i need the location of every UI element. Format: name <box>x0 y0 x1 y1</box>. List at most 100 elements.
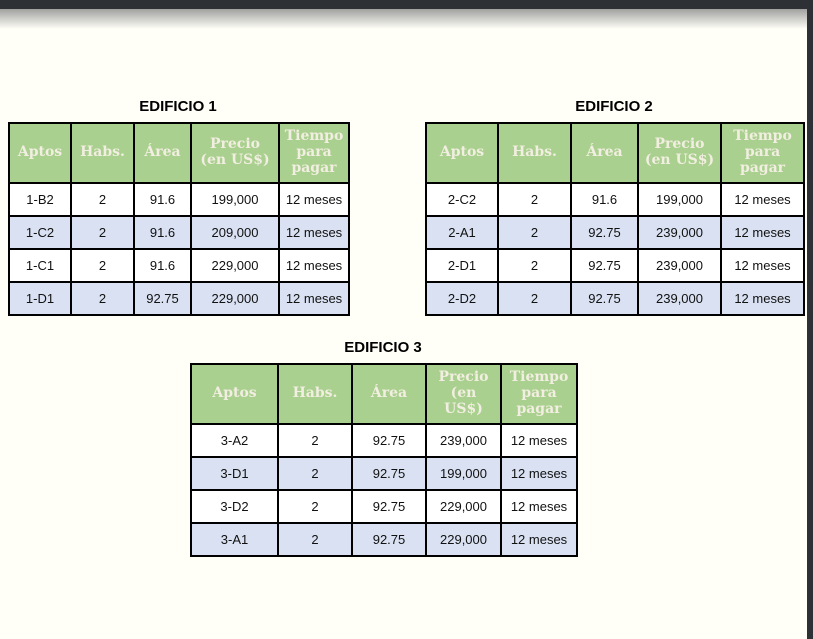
column-header-aptos: Aptos <box>8 122 72 184</box>
cell-precio: 239,000 <box>637 215 722 250</box>
table-title-edificio-3: EDIFICIO 3 <box>344 339 422 356</box>
column-header-tiempo: Tiempo para pagar <box>278 122 350 184</box>
cell-apto: 3-D2 <box>190 489 279 524</box>
header-row: Aptos Habs. Área Precio (en US$) Tiempo … <box>8 122 350 184</box>
cell-precio: 229,000 <box>190 248 280 283</box>
cell-apto: 1-C1 <box>8 248 72 283</box>
table-title-edificio-2: EDIFICIO 2 <box>575 98 653 115</box>
header-row: Aptos Habs. Área Precio (en US$) Tiempo … <box>190 363 578 425</box>
table-row: 2-D2 2 92.75 239,000 12 meses <box>425 281 805 316</box>
table-row: 2-D1 2 92.75 239,000 12 meses <box>425 248 805 283</box>
cell-habs: 2 <box>497 215 572 250</box>
cell-tiempo: 12 meses <box>720 182 805 217</box>
cell-tiempo: 12 meses <box>500 522 578 557</box>
cell-habs: 2 <box>70 248 135 283</box>
cell-habs: 2 <box>70 281 135 316</box>
cell-apto: 2-A1 <box>425 215 499 250</box>
cell-precio: 209,000 <box>190 215 280 250</box>
cell-habs: 2 <box>277 489 353 524</box>
cell-tiempo: 12 meses <box>500 489 578 524</box>
window-top-edge <box>0 0 813 9</box>
column-header-precio: Precio (en US$) <box>425 363 502 425</box>
cell-habs: 2 <box>497 248 572 283</box>
cell-habs: 2 <box>277 423 353 458</box>
cell-habs: 2 <box>70 182 135 217</box>
cell-area: 92.75 <box>351 456 427 491</box>
cell-area: 92.75 <box>351 489 427 524</box>
cell-area: 91.6 <box>133 182 192 217</box>
cell-habs: 2 <box>277 522 353 557</box>
column-header-habs: Habs. <box>70 122 135 184</box>
column-header-habs: Habs. <box>277 363 353 425</box>
cell-area: 92.75 <box>351 522 427 557</box>
cell-apto: 3-A1 <box>190 522 279 557</box>
column-header-tiempo: Tiempo para pagar <box>500 363 578 425</box>
cell-tiempo: 12 meses <box>278 182 350 217</box>
cell-apto: 2-D2 <box>425 281 499 316</box>
edificio-1-table: Aptos Habs. Área Precio (en US$) Tiempo … <box>8 122 350 316</box>
table-row: 3-D2 2 92.75 229,000 12 meses <box>190 489 578 524</box>
cell-tiempo: 12 meses <box>278 248 350 283</box>
cell-area: 92.75 <box>351 423 427 458</box>
cell-precio: 239,000 <box>637 248 722 283</box>
cell-tiempo: 12 meses <box>720 248 805 283</box>
cell-tiempo: 12 meses <box>720 281 805 316</box>
table-row: 1-C2 2 91.6 209,000 12 meses <box>8 215 350 250</box>
top-edge-shadow <box>0 9 813 29</box>
table-row: 1-B2 2 91.6 199,000 12 meses <box>8 182 350 217</box>
table-row: 2-A1 2 92.75 239,000 12 meses <box>425 215 805 250</box>
cell-precio: 229,000 <box>190 281 280 316</box>
cell-precio: 229,000 <box>425 522 502 557</box>
cell-apto: 3-D1 <box>190 456 279 491</box>
edificio-3-section: EDIFICIO 3 Aptos Habs. Área Precio (en U… <box>190 338 578 557</box>
edificio-2-section: EDIFICIO 2 Aptos Habs. Área Precio (en U… <box>425 97 805 316</box>
cell-precio: 199,000 <box>190 182 280 217</box>
column-header-area: Área <box>570 122 639 184</box>
cell-tiempo: 12 meses <box>720 215 805 250</box>
edificio-1-section: EDIFICIO 1 Aptos Habs. Área Precio (en U… <box>8 97 350 316</box>
cell-precio: 239,000 <box>425 423 502 458</box>
cell-area: 91.6 <box>570 182 639 217</box>
cell-apto: 1-B2 <box>8 182 72 217</box>
table-row: 3-D1 2 92.75 199,000 12 meses <box>190 456 578 491</box>
cell-apto: 2-C2 <box>425 182 499 217</box>
cell-precio: 199,000 <box>425 456 502 491</box>
cell-habs: 2 <box>497 182 572 217</box>
column-header-habs: Habs. <box>497 122 572 184</box>
cell-habs: 2 <box>70 215 135 250</box>
table-row: 1-D1 2 92.75 229,000 12 meses <box>8 281 350 316</box>
column-header-aptos: Aptos <box>190 363 279 425</box>
cell-area: 92.75 <box>133 281 192 316</box>
column-header-aptos: Aptos <box>425 122 499 184</box>
cell-tiempo: 12 meses <box>500 423 578 458</box>
cell-tiempo: 12 meses <box>500 456 578 491</box>
header-row: Aptos Habs. Área Precio (en US$) Tiempo … <box>425 122 805 184</box>
edificio-3-table: Aptos Habs. Área Precio (en US$) Tiempo … <box>190 363 578 557</box>
column-header-precio: Precio (en US$) <box>190 122 280 184</box>
table-row: 3-A1 2 92.75 229,000 12 meses <box>190 522 578 557</box>
cell-area: 92.75 <box>570 215 639 250</box>
column-header-area: Área <box>133 122 192 184</box>
cell-tiempo: 12 meses <box>278 215 350 250</box>
column-header-tiempo: Tiempo para pagar <box>720 122 805 184</box>
cell-tiempo: 12 meses <box>278 281 350 316</box>
table-row: 3-A2 2 92.75 239,000 12 meses <box>190 423 578 458</box>
cell-precio: 229,000 <box>425 489 502 524</box>
table-row: 2-C2 2 91.6 199,000 12 meses <box>425 182 805 217</box>
cell-area: 92.75 <box>570 248 639 283</box>
cell-precio: 199,000 <box>637 182 722 217</box>
column-header-area: Área <box>351 363 427 425</box>
edificio-2-table: Aptos Habs. Área Precio (en US$) Tiempo … <box>425 122 805 316</box>
cell-apto: 2-D1 <box>425 248 499 283</box>
table-title-edificio-1: EDIFICIO 1 <box>139 98 217 115</box>
cell-habs: 2 <box>277 456 353 491</box>
cell-apto: 1-C2 <box>8 215 72 250</box>
cell-apto: 1-D1 <box>8 281 72 316</box>
window-right-edge <box>807 0 813 639</box>
cell-area: 91.6 <box>133 248 192 283</box>
column-header-precio: Precio (en US$) <box>637 122 722 184</box>
cell-area: 91.6 <box>133 215 192 250</box>
cell-precio: 239,000 <box>637 281 722 316</box>
cell-habs: 2 <box>497 281 572 316</box>
